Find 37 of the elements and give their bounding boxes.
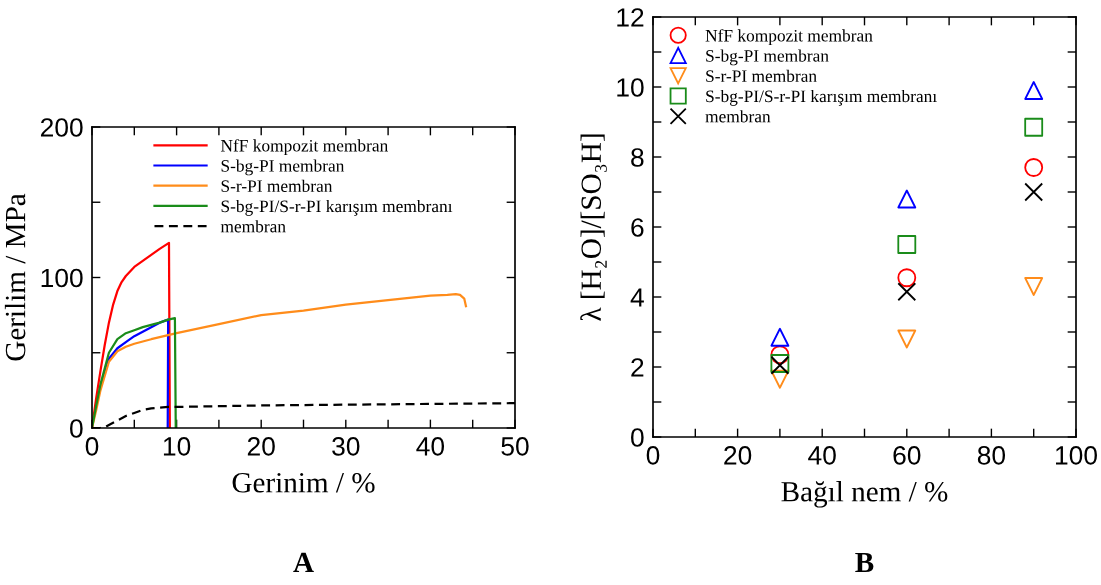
y-tick-label: 2 [631, 358, 644, 377]
y-tick-label: 8 [631, 148, 644, 167]
legend-label: NfF kompozit membran [705, 29, 873, 46]
legend-label: NfF kompozit membran [220, 139, 388, 156]
legend-label: S-bg-PI/S-r-PI karışım membranı [221, 199, 453, 216]
x-tick-label: 0 [646, 446, 660, 465]
x-tick-label: 20 [247, 437, 275, 456]
x-axis-title: Bağıl nem / % [781, 481, 948, 508]
x-tick-label: 60 [893, 446, 921, 465]
legend-label: S-bg-PI/S-r-PI karışım membranı [706, 89, 937, 106]
x-tick-label: 40 [808, 446, 836, 465]
legend-label: membran [705, 110, 771, 123]
legend-label: S-r-PI membran [221, 179, 333, 192]
y-axis-title: λ [H₂O]/[SO₃H] [580, 134, 607, 321]
legend-label: S-r-PI membran [706, 69, 817, 82]
x-tick-label: 80 [977, 446, 1006, 465]
y-tick-label: 100 [41, 268, 83, 288]
legend-label: membran [220, 220, 286, 233]
x-tick-label: 0 [85, 437, 99, 456]
x-tick-label: 30 [332, 437, 360, 456]
x-tick-label: 100 [1056, 446, 1097, 465]
legend-label: S-bg-PI membran [706, 49, 829, 66]
x-tick-label: 40 [416, 437, 445, 456]
x-axis-title: Gerinim / % [232, 472, 375, 493]
text: A [293, 552, 314, 572]
y-tick-label: 200 [40, 118, 83, 137]
text: B [855, 552, 874, 573]
y-tick-label: 0 [70, 419, 83, 438]
y-tick-label: 10 [617, 78, 644, 97]
x-tick-label: 20 [724, 446, 752, 465]
legend-label: S-bg-PI membran [221, 159, 345, 176]
y-axis-title: Gerilim / MPa [4, 193, 26, 361]
x-tick-label: 50 [501, 437, 529, 456]
y-tick-label: 6 [631, 218, 644, 237]
x-tick-label: 10 [163, 437, 191, 456]
y-tick-label: 4 [630, 288, 644, 307]
y-tick-label: 12 [617, 8, 644, 27]
